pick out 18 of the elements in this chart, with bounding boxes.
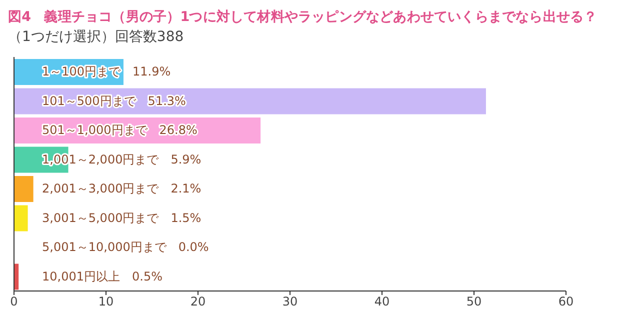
category-label: 1～100円まで 11.9% <box>42 64 171 79</box>
x-tick-label: 0 <box>10 294 18 309</box>
x-tick-label: 60 <box>558 294 574 309</box>
chart-title: 図4 義理チョコ（男の子）1つに対して材料やラッピングなどあわせていくらまでなら出せる？ <box>8 8 598 27</box>
category-label: 5,001～10,000円まで 0.0% <box>42 240 209 254</box>
category-label: 501～1,000円まで 26.8% <box>42 123 198 138</box>
bar <box>14 176 34 202</box>
x-tick-label: 50 <box>466 294 482 309</box>
x-tick-label: 30 <box>282 294 298 309</box>
category-label: 2,001～3,000円まで 2.1% <box>42 182 202 196</box>
category-label: 101～500円まで 51.3% <box>42 94 186 108</box>
category-label: 3,001～5,000円まで 1.5% <box>42 210 202 225</box>
category-label: 10,001円以上 0.5% <box>42 269 162 284</box>
bar <box>14 205 28 232</box>
x-tick-label: 40 <box>374 294 390 309</box>
x-tick-label: 10 <box>98 294 114 309</box>
x-tick-label: 20 <box>190 294 206 309</box>
chart-subtitle: （1つだけ選択）回答数388 <box>8 28 185 47</box>
